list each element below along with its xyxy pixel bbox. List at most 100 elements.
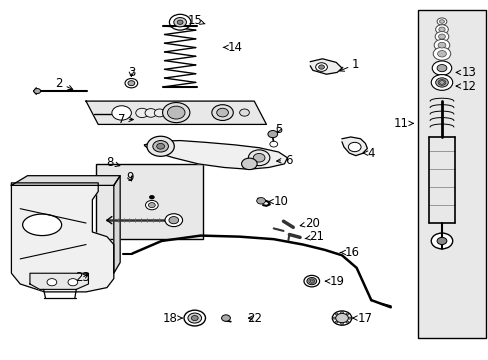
Circle shape — [436, 237, 446, 244]
Circle shape — [431, 61, 451, 75]
Circle shape — [430, 75, 452, 90]
Circle shape — [136, 108, 148, 118]
Circle shape — [347, 142, 360, 152]
Text: 14: 14 — [223, 41, 242, 54]
Polygon shape — [144, 140, 287, 169]
Circle shape — [112, 106, 131, 120]
Circle shape — [435, 78, 447, 87]
Circle shape — [318, 65, 324, 69]
Circle shape — [253, 153, 264, 162]
Circle shape — [128, 81, 135, 86]
Text: 15: 15 — [187, 14, 204, 27]
Circle shape — [306, 278, 316, 285]
Circle shape — [346, 321, 348, 323]
Circle shape — [154, 109, 164, 117]
Circle shape — [164, 214, 182, 226]
Circle shape — [183, 310, 205, 326]
Circle shape — [436, 18, 446, 25]
Circle shape — [187, 313, 201, 323]
Circle shape — [177, 20, 183, 24]
Circle shape — [47, 279, 57, 286]
Circle shape — [256, 198, 265, 204]
Text: 16: 16 — [340, 246, 359, 259]
Circle shape — [169, 14, 190, 30]
Text: 20: 20 — [300, 216, 320, 230]
Text: 5: 5 — [274, 123, 282, 136]
Circle shape — [125, 78, 138, 88]
Polygon shape — [341, 137, 366, 156]
Circle shape — [211, 105, 233, 121]
Ellipse shape — [22, 214, 61, 235]
Circle shape — [334, 321, 337, 323]
Circle shape — [145, 109, 157, 117]
Circle shape — [162, 103, 189, 123]
Circle shape — [221, 315, 230, 321]
Circle shape — [433, 40, 449, 51]
Text: 1: 1 — [339, 58, 359, 71]
Circle shape — [331, 311, 351, 325]
Circle shape — [437, 50, 446, 57]
Polygon shape — [86, 101, 266, 125]
Circle shape — [153, 140, 168, 152]
Bar — [417, 10, 485, 338]
Text: 17: 17 — [352, 311, 372, 325]
Circle shape — [437, 42, 445, 48]
Text: 10: 10 — [268, 195, 288, 208]
Circle shape — [68, 279, 78, 286]
Text: 22: 22 — [246, 311, 261, 325]
Circle shape — [332, 317, 335, 319]
Circle shape — [438, 34, 445, 39]
Text: 4: 4 — [363, 147, 374, 159]
Polygon shape — [114, 176, 120, 273]
Text: 2: 2 — [55, 77, 73, 90]
Text: 13: 13 — [455, 66, 475, 79]
Circle shape — [149, 195, 154, 199]
Text: 6: 6 — [276, 154, 291, 167]
Circle shape — [334, 313, 337, 315]
Text: 21: 21 — [305, 230, 324, 243]
Circle shape — [304, 275, 319, 287]
Text: 19: 19 — [325, 275, 344, 288]
Circle shape — [434, 32, 448, 41]
Circle shape — [239, 109, 249, 116]
Circle shape — [115, 108, 128, 118]
Polygon shape — [310, 59, 341, 74]
Circle shape — [432, 47, 450, 60]
Circle shape — [216, 108, 228, 117]
Circle shape — [346, 313, 348, 315]
Circle shape — [34, 89, 41, 94]
Text: 9: 9 — [126, 171, 133, 184]
Text: 11: 11 — [393, 117, 413, 130]
Circle shape — [340, 323, 343, 325]
Circle shape — [430, 233, 452, 249]
Circle shape — [148, 203, 155, 208]
Circle shape — [167, 106, 184, 119]
Polygon shape — [11, 183, 114, 292]
Text: 7: 7 — [118, 113, 133, 126]
Polygon shape — [11, 176, 120, 185]
Circle shape — [315, 63, 327, 71]
Circle shape — [117, 110, 126, 116]
Text: 23: 23 — [75, 271, 90, 284]
Circle shape — [145, 201, 158, 210]
Circle shape — [436, 64, 446, 72]
Text: 12: 12 — [455, 80, 475, 93]
Text: 3: 3 — [127, 66, 135, 79]
Circle shape — [157, 143, 164, 149]
Circle shape — [335, 314, 347, 323]
Circle shape — [147, 136, 174, 156]
Text: 8: 8 — [106, 156, 120, 169]
Circle shape — [168, 217, 178, 224]
Circle shape — [435, 25, 447, 34]
Circle shape — [191, 316, 198, 320]
Circle shape — [347, 317, 350, 319]
Circle shape — [241, 158, 257, 170]
Circle shape — [439, 20, 444, 23]
Circle shape — [438, 27, 444, 32]
Circle shape — [173, 18, 186, 27]
Polygon shape — [30, 273, 88, 289]
Circle shape — [248, 150, 269, 166]
Circle shape — [340, 311, 343, 314]
Circle shape — [267, 131, 277, 138]
Bar — [96, 164, 203, 239]
